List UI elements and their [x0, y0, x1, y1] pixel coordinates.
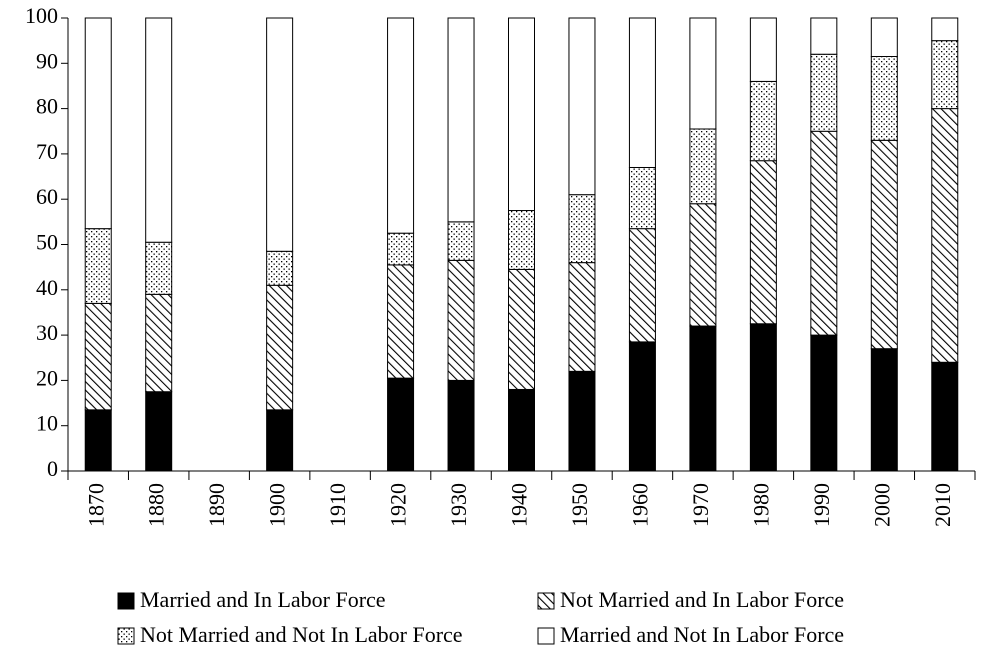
x-tick-label: 1960: [627, 483, 652, 527]
bar-segment: [266, 409, 294, 472]
bar-segment: [568, 17, 596, 196]
bar-segment: [266, 17, 294, 252]
bar-segment: [870, 139, 898, 350]
legend-label: Not Married and In Labor Force: [560, 587, 844, 612]
y-tick-label: 30: [36, 320, 58, 345]
bar-segment: [387, 377, 415, 472]
bar-segment: [628, 228, 656, 343]
x-tick-label: 1870: [83, 483, 108, 527]
y-tick-label: 0: [47, 456, 58, 481]
y-tick-label: 40: [36, 275, 58, 300]
bar-segment: [810, 334, 838, 472]
bar-segment: [749, 160, 777, 325]
legend-marker: [537, 592, 555, 610]
bar-segment: [84, 302, 112, 411]
bar-segment: [508, 17, 535, 212]
x-tick-label: 1880: [144, 483, 169, 527]
bar-segment: [628, 17, 656, 168]
bar-segment: [508, 268, 535, 390]
bar-segment: [145, 17, 173, 243]
legend-label: Not Married and Not In Labor Force: [140, 622, 463, 647]
bar-segment: [689, 203, 717, 327]
y-tick-label: 50: [36, 230, 58, 255]
bar-segment: [810, 17, 838, 55]
x-tick-label: 1990: [809, 483, 834, 527]
bar-segment: [810, 130, 838, 336]
x-tick-label: 1940: [507, 483, 532, 527]
bar-segment: [145, 391, 173, 472]
y-tick-label: 10: [36, 411, 58, 436]
bar-segment: [84, 409, 112, 472]
bar-segment: [84, 228, 112, 304]
x-tick-label: 1950: [567, 483, 592, 527]
bar-segment: [387, 232, 415, 266]
x-tick-label: 1900: [265, 483, 290, 527]
bar-segment: [628, 166, 656, 230]
bar-segment: [447, 221, 475, 261]
bar-segment: [749, 17, 777, 82]
x-tick-label: 1890: [204, 483, 229, 527]
bar-segment: [628, 341, 656, 472]
bar-segment: [749, 323, 777, 472]
x-tick-label: 1930: [446, 483, 471, 527]
y-tick-label: 20: [36, 365, 58, 390]
bar-segment: [568, 262, 596, 372]
bar-segment: [931, 361, 959, 472]
x-tick-label: 1970: [688, 483, 713, 527]
bar-segment: [568, 370, 596, 472]
y-tick-label: 80: [36, 94, 58, 119]
bar-segment: [931, 17, 959, 42]
bar-segment: [266, 250, 294, 286]
bar-segment: [870, 17, 898, 58]
bar-segment: [266, 284, 294, 411]
bar-segment: [447, 259, 475, 381]
bar-segment: [84, 17, 112, 230]
bar-segment: [447, 379, 475, 472]
legend-marker: [117, 592, 135, 610]
y-tick-label: 70: [36, 139, 58, 164]
x-tick-label: 1920: [386, 483, 411, 527]
legend-marker: [117, 627, 135, 645]
legend-marker: [537, 627, 555, 645]
bar-segment: [145, 241, 173, 295]
y-tick-label: 90: [36, 48, 58, 73]
y-tick-label: 100: [25, 3, 58, 28]
bar-segment: [387, 264, 415, 379]
x-tick-label: 2000: [869, 483, 894, 527]
bar-segment: [931, 108, 959, 363]
bar-segment: [145, 293, 173, 393]
bar-segment: [689, 17, 717, 130]
bar-segment: [810, 53, 838, 132]
y-tick-label: 60: [36, 184, 58, 209]
legend-label: Married and In Labor Force: [140, 587, 386, 612]
legend-label: Married and Not In Labor Force: [560, 622, 844, 647]
bar-segment: [387, 17, 415, 234]
bar-segment: [447, 17, 475, 223]
bar-segment: [508, 210, 535, 270]
bar-segment: [931, 40, 959, 110]
bar-segment: [689, 128, 717, 205]
x-tick-label: 1910: [325, 483, 350, 527]
bar-segment: [870, 56, 898, 141]
x-tick-label: 2010: [930, 483, 955, 527]
bar-segment: [689, 325, 717, 472]
bar-segment: [870, 348, 898, 472]
bar-segment: [749, 80, 777, 162]
bar-segment: [508, 388, 535, 472]
x-tick-label: 1980: [748, 483, 773, 527]
bar-segment: [568, 194, 596, 264]
